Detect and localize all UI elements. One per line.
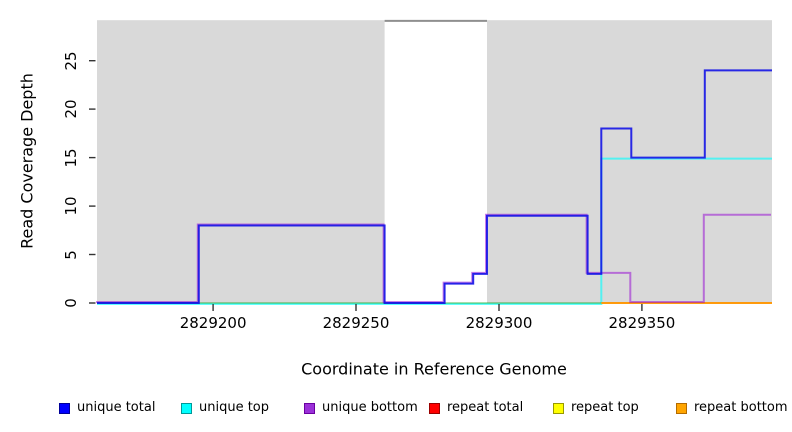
y-tick-label: 10 xyxy=(62,196,80,216)
x-axis-title: Coordinate in Reference Genome xyxy=(301,359,567,379)
y-tick-label: 25 xyxy=(62,51,80,71)
shaded-region xyxy=(97,20,385,303)
y-axis-title: Read Coverage Depth xyxy=(17,73,37,249)
x-tick-label: 2829300 xyxy=(465,314,533,332)
shaded-region xyxy=(487,20,772,303)
y-tick-label: 20 xyxy=(62,99,80,119)
x-tick-label: 2829200 xyxy=(179,314,247,332)
x-tick-label: 2829250 xyxy=(322,314,390,332)
y-tick-label: 0 xyxy=(62,298,80,308)
y-tick-label: 15 xyxy=(62,148,80,168)
x-tick-label: 2829350 xyxy=(608,314,676,332)
unique-total-line xyxy=(97,69,772,304)
y-tick-label: 5 xyxy=(62,249,80,260)
